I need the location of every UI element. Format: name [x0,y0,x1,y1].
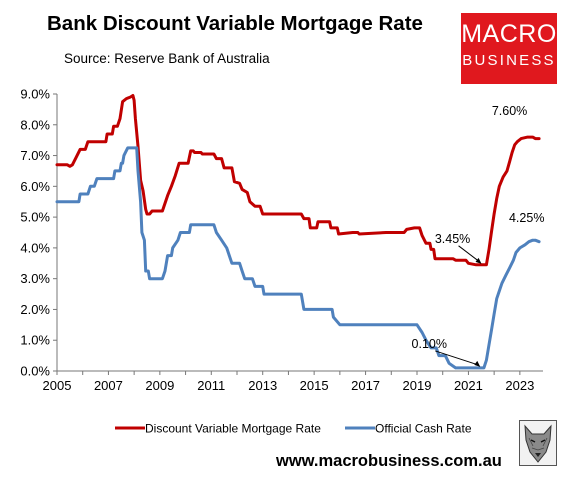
mortgage-rate-line [55,94,541,267]
x-tick-label: 2009 [145,378,174,393]
y-tick-label: 5.0% [20,210,50,225]
y-tick-label: 6.0% [20,179,50,194]
y-tick-label: 9.0% [20,87,50,102]
y-tick-label: 8.0% [20,117,50,132]
website-url: www.macrobusiness.com.au [276,452,502,470]
chart-legend: Discount Variable Mortgage Rate Official … [115,422,472,436]
cash-rate-line [55,146,541,370]
logo-line-1: MACRO [461,20,557,48]
x-tick-label: 2021 [454,378,483,393]
annotation-arrow [458,245,480,263]
y-tick-label: 3.0% [20,271,50,286]
annotation-label: 3.45% [435,232,470,246]
annotation-label: 7.60% [492,104,527,118]
x-tick-label: 2023 [505,378,534,393]
x-tick-label: 2015 [300,378,329,393]
y-tick-label: 2.0% [20,302,50,317]
x-tick-label: 2007 [94,378,123,393]
x-tick-label: 2013 [248,378,277,393]
chart-axes: 0.0% 1.0% 2.0% 3.0% 4.0% 5.0% 6.0% 7.0% 8.0% 9.0%… [20,87,543,393]
annotation-label: 4.25% [509,211,544,225]
y-tick-label: 0.0% [20,364,50,379]
x-tick-label: 2017 [351,378,380,393]
chart-series [55,94,541,370]
x-tick-label: 2011 [197,378,225,393]
annotation-arrow [435,350,479,366]
macrobusiness-logo: MACRO BUSINESS [461,13,557,84]
x-tick-label: 2005 [43,378,72,393]
y-tick-label: 4.0% [20,240,50,255]
logo-line-2: BUSINESS [462,52,556,69]
y-tick-label: 7.0% [20,148,50,163]
annotation-label: 0.10% [412,337,447,351]
chart-annotations: 7.60% 3.45% 4.25% 0.10% [412,104,544,367]
chart-title: Bank Discount Variable Mortgage Rate [47,12,423,35]
legend-label-mortgage: Discount Variable Mortgage Rate [145,422,321,436]
x-tick-label: 2019 [403,378,432,393]
annotation-arrowhead [474,360,481,367]
annotation-arrowhead [475,257,482,264]
wolf-mascot-icon [519,420,557,466]
legend-label-cash: Official Cash Rate [375,422,472,436]
y-tick-label: 1.0% [20,333,50,348]
source-note: Source: Reserve Bank of Australia [64,51,270,66]
